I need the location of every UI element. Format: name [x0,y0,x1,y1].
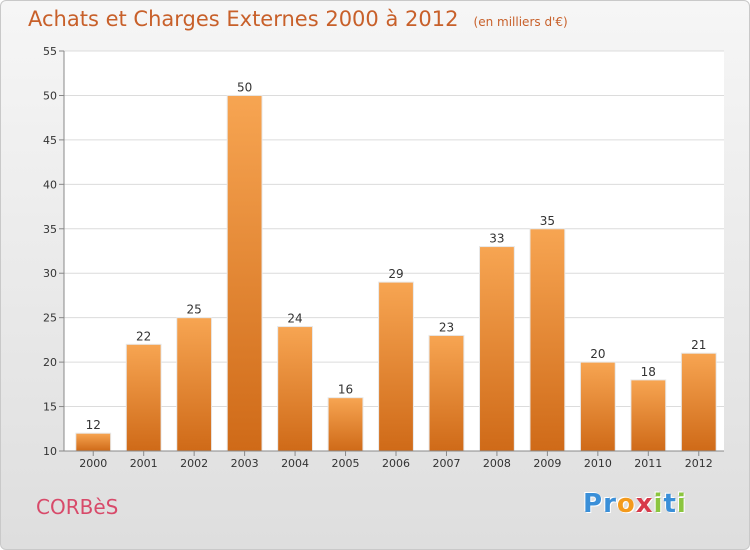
x-tick-label: 2012 [685,457,713,470]
title-row: Achats et Charges Externes 2000 à 2012 (… [28,7,568,31]
bar-value-label: 23 [439,320,454,334]
logo-letter: r [603,489,617,519]
bar-value-label: 16 [338,383,353,397]
proxiti-logo: Proxiti [583,489,687,519]
bar [277,326,313,452]
bar-value-label: 35 [540,214,555,228]
bar [125,343,162,452]
y-tick-label: 25 [43,312,57,325]
bar [327,397,364,452]
x-tick-label: 2006 [382,457,410,470]
x-tick-label: 2001 [130,457,158,470]
x-tick-label: 2007 [432,457,460,470]
y-tick-label: 20 [43,356,57,369]
bar-value-label: 24 [287,312,302,326]
y-tick-label: 10 [43,445,57,458]
x-tick-label: 2005 [332,457,360,470]
y-tick-label: 50 [43,89,57,102]
y-tick-label: 35 [43,223,57,236]
bar [176,317,213,452]
x-tick-label: 2011 [634,457,662,470]
bar-value-label: 18 [641,365,656,379]
chart-unit: (en milliers d'€) [473,15,568,29]
bar [75,432,112,452]
chart-title: Achats et Charges Externes 2000 à 2012 [28,7,459,31]
bar [579,361,616,452]
bar-value-label: 21 [691,338,706,352]
bar-value-label: 29 [388,267,403,281]
bar [680,352,717,452]
y-tick-label: 40 [43,178,57,191]
logo-letter: P [583,489,604,519]
x-tick-label: 2009 [533,457,561,470]
x-tick-label: 2002 [180,457,208,470]
x-tick-label: 2004 [281,457,309,470]
x-tick-label: 2010 [584,457,612,470]
bar [428,334,465,452]
logo-letter: o [616,489,636,519]
bar-value-label: 50 [237,80,252,94]
y-tick-label: 30 [43,267,57,280]
logo-letter: x [635,489,654,519]
bar [479,246,515,452]
x-tick-label: 2003 [231,457,259,470]
y-tick-label: 15 [43,401,57,414]
bar [630,379,667,452]
logo-letter: i [676,489,687,519]
bar [226,94,263,452]
bar-value-label: 22 [136,329,151,343]
y-tick-label: 45 [43,134,57,147]
bar [378,281,414,452]
bar-value-label: 25 [187,303,202,317]
bar [529,228,566,452]
commune-name: CORBèS [36,495,119,519]
logo-letter: t [663,489,677,519]
bar-value-label: 20 [590,347,605,361]
x-tick-label: 2008 [483,457,511,470]
axes: 10 15 20 25 30 35 40 45 50 55 2000 2001 2002 2003 2004… [43,45,724,470]
logo-letter: i [653,489,664,519]
y-tick-label: 55 [43,45,57,58]
bar-value-label: 33 [489,232,504,246]
bar-value-label: 12 [86,418,101,432]
x-tick-label: 2000 [79,457,107,470]
